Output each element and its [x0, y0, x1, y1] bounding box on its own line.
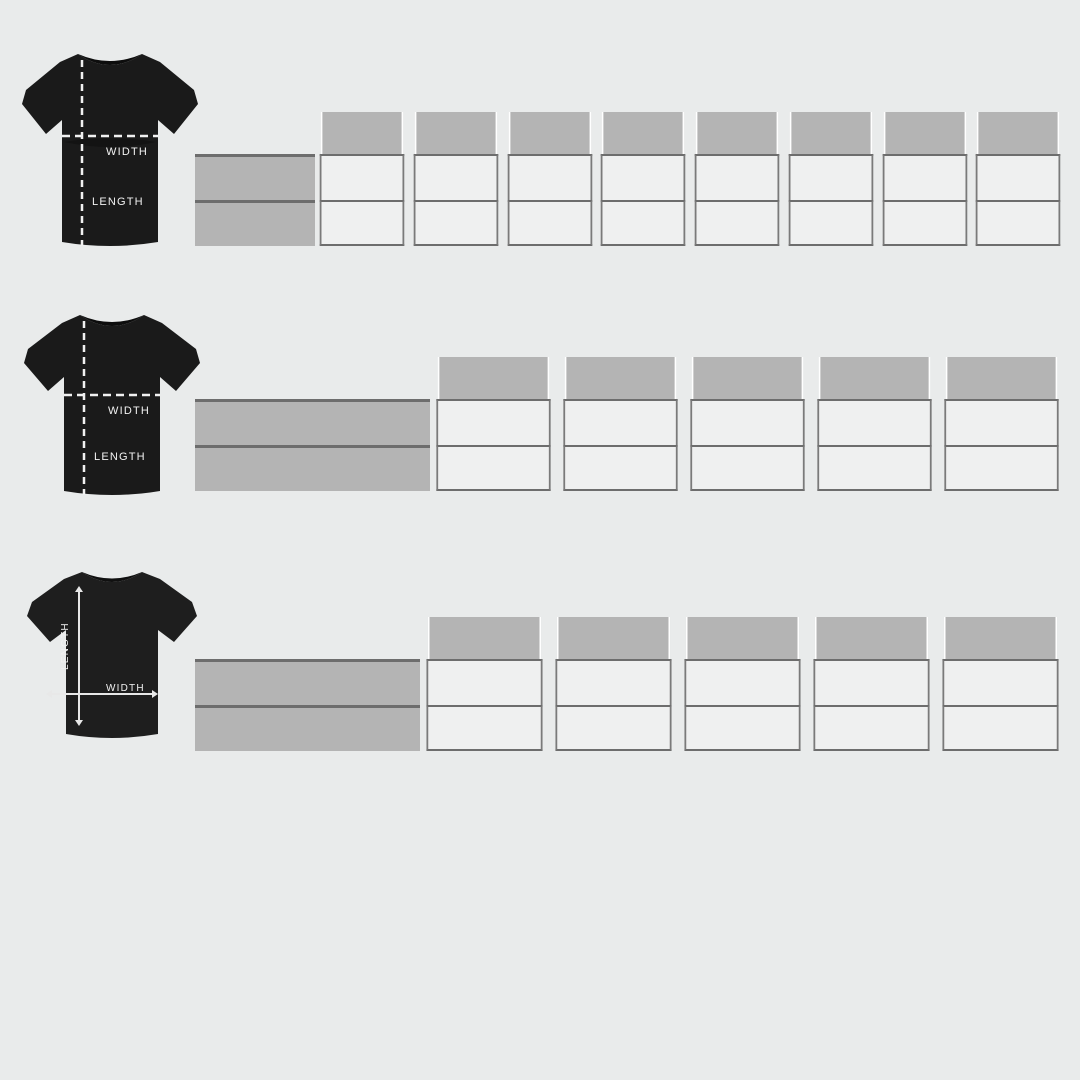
row-label: [195, 399, 430, 445]
cell: [882, 154, 967, 200]
length-dim-label: LENGTH: [60, 622, 71, 670]
cell: [813, 659, 930, 705]
col-header: [976, 112, 1060, 154]
cell: [600, 200, 686, 246]
table-header-row: [195, 112, 1065, 154]
colors-chart-row: [0, 878, 1080, 1080]
tshirt-toddler-icon: LENGTH WIDTH: [27, 572, 197, 738]
cell: [694, 200, 780, 246]
cell: [944, 445, 1059, 491]
col-header: [814, 617, 929, 659]
table-toddler: [195, 617, 1065, 751]
cell: [436, 445, 551, 491]
corner-cell: [195, 617, 420, 659]
col-header: [945, 357, 1058, 399]
width-dim-label: WIDTH: [106, 146, 148, 158]
table-unisex: [195, 112, 1065, 246]
table-youth: [195, 357, 1065, 491]
col-header: [508, 112, 591, 154]
col-header: [564, 357, 677, 399]
table-row: [195, 154, 1065, 200]
cell: [413, 200, 498, 246]
cell: [413, 154, 498, 200]
cell: [563, 445, 678, 491]
cell: [507, 200, 592, 246]
col-header: [789, 112, 872, 154]
corner-cell: [195, 357, 430, 399]
cell: [555, 659, 672, 705]
cell: [944, 399, 1059, 445]
cell: [563, 399, 678, 445]
cell: [555, 705, 672, 751]
col-header: [943, 617, 1058, 659]
table-header-row: [195, 617, 1065, 659]
col-header: [818, 357, 931, 399]
cell: [882, 200, 967, 246]
col-header: [691, 357, 804, 399]
cell: [600, 154, 686, 200]
cell: [817, 445, 932, 491]
table-row: [195, 200, 1065, 246]
cell: [684, 705, 801, 751]
table-row: [195, 445, 1065, 491]
row-label: [195, 705, 420, 751]
cell: [436, 399, 551, 445]
cell: [684, 659, 801, 705]
row-label: [195, 200, 315, 246]
toddler-shirt-figure: LENGTH WIDTH: [22, 562, 202, 747]
col-header: [427, 617, 542, 659]
cell: [813, 705, 930, 751]
width-dim-label: WIDTH: [108, 405, 150, 417]
width-dim-label: WIDTH: [106, 683, 145, 694]
table-row: [195, 399, 1065, 445]
table-row: [195, 659, 1065, 705]
col-header: [695, 112, 779, 154]
unisex-shirt-figure: WIDTH LENGTH: [20, 42, 200, 257]
cell: [319, 154, 405, 200]
col-header: [414, 112, 497, 154]
length-dim-label: LENGTH: [94, 451, 146, 463]
cell: [788, 200, 873, 246]
row-label: [195, 659, 420, 705]
cell: [817, 399, 932, 445]
col-header: [320, 112, 404, 154]
col-header: [883, 112, 966, 154]
cell: [975, 200, 1061, 246]
cell: [690, 445, 805, 491]
tshirt-youth-icon: WIDTH LENGTH: [24, 315, 200, 495]
tshirt-adult-icon: WIDTH LENGTH: [22, 54, 198, 246]
row-label: [195, 154, 315, 200]
col-header: [685, 617, 800, 659]
cell: [975, 154, 1061, 200]
cell: [694, 154, 780, 200]
length-dim-label: LENGTH: [92, 196, 144, 208]
cell: [942, 659, 1059, 705]
row-label: [195, 445, 430, 491]
youth-shirt-figure: WIDTH LENGTH: [22, 305, 202, 505]
cell: [942, 705, 1059, 751]
cell: [507, 154, 592, 200]
table-header-row: [195, 357, 1065, 399]
cell: [426, 705, 543, 751]
cell: [319, 200, 405, 246]
col-header: [437, 357, 550, 399]
cell: [788, 154, 873, 200]
cell: [690, 399, 805, 445]
corner-cell: [195, 112, 315, 154]
col-header: [556, 617, 671, 659]
col-header: [601, 112, 685, 154]
cell: [426, 659, 543, 705]
table-row: [195, 705, 1065, 751]
